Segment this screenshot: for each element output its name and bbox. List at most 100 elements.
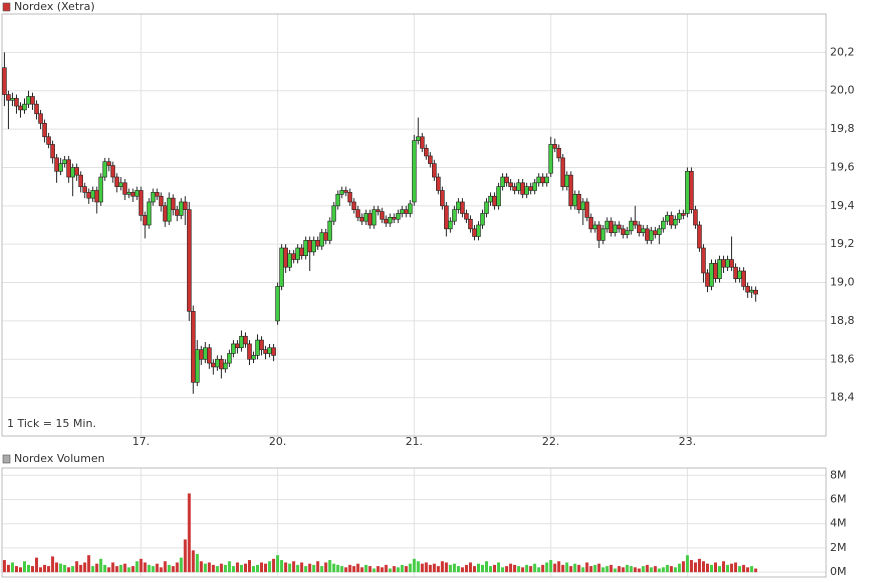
candle-body [18, 105, 23, 111]
y-tick-label: 18,6 [830, 352, 855, 365]
volume-bar [633, 567, 637, 573]
candle-body [22, 103, 27, 111]
candle-body [130, 192, 136, 197]
candle-body [552, 144, 558, 149]
volume-bar [376, 566, 380, 573]
candle-body [612, 224, 618, 233]
candle-body [540, 176, 546, 184]
volume-bar [67, 567, 71, 573]
candle-body [239, 335, 244, 349]
candle-body [355, 209, 361, 218]
volume-bar [43, 564, 47, 573]
x-tick-label: 23. [679, 435, 697, 448]
candle-body [733, 266, 738, 280]
candle-body [632, 220, 638, 226]
volume-bar [316, 561, 320, 573]
candle-body [379, 211, 385, 220]
candle-body [709, 263, 714, 287]
volume-bar [553, 563, 557, 573]
volume-bar [746, 567, 750, 573]
candle-body [488, 195, 493, 203]
candle-body [138, 190, 144, 216]
volume-bar [63, 564, 67, 573]
candle-body [572, 194, 578, 207]
candle-body [415, 136, 421, 141]
volume-bar [404, 566, 408, 573]
volume-bar [171, 566, 175, 573]
volume-bar [191, 550, 195, 573]
candle-body [82, 186, 88, 193]
candle-body [423, 147, 429, 157]
candle-body [30, 96, 35, 105]
candle-body [604, 220, 610, 230]
volume-bar [107, 567, 111, 573]
volume-bar [448, 564, 452, 573]
candle-body [556, 147, 562, 159]
candle-body [620, 228, 626, 235]
candle-body [78, 174, 84, 187]
volume-bar [653, 566, 657, 573]
candle-body [42, 123, 47, 138]
candle-body [283, 247, 288, 268]
volume-bar [31, 566, 35, 573]
candle-body [693, 209, 698, 226]
candle-body [114, 176, 120, 187]
volume-bar [613, 568, 617, 573]
volume-bar [187, 493, 191, 573]
volume-bar [460, 567, 464, 573]
candle-body [665, 215, 670, 222]
candle-body [427, 155, 433, 164]
candle-body [745, 286, 750, 293]
volume-bar [227, 561, 231, 573]
candle-body [371, 209, 377, 226]
candle-body [235, 343, 240, 349]
volume-bar [400, 564, 404, 573]
candle-body [564, 174, 570, 187]
candle-body [480, 213, 485, 226]
legend-swatch [2, 2, 11, 12]
candle-body [681, 213, 686, 216]
volume-bar [123, 563, 127, 573]
volume-bar [203, 563, 207, 573]
volume-bar [505, 566, 509, 573]
volume-bar [103, 564, 107, 573]
volume-bar [243, 563, 247, 573]
candle-body [669, 215, 674, 226]
volume-bar [597, 563, 601, 573]
x-tick-label: 20. [269, 435, 287, 448]
candle-body [154, 192, 160, 197]
x-tick-label: 17. [132, 435, 150, 448]
candle-body [118, 182, 124, 187]
candle-body [202, 347, 208, 360]
candle-body [456, 201, 461, 210]
candle-body [94, 190, 100, 203]
candle-body [343, 190, 349, 193]
volume-bar [352, 566, 356, 573]
candle-body [227, 353, 232, 364]
volume-bar [324, 562, 328, 573]
volume-bar [476, 563, 480, 573]
candle-body [46, 136, 51, 145]
candle-body [339, 190, 345, 195]
y-tick-label: 18,8 [830, 314, 855, 327]
volume-bar [468, 562, 472, 573]
candle-body [512, 186, 517, 191]
volume-bar [292, 561, 296, 573]
candle-body [287, 253, 292, 268]
volume-bar [384, 564, 388, 573]
volume-bar [155, 563, 159, 573]
volume-bar [35, 557, 39, 573]
volume-bar [456, 566, 460, 573]
volume-bar [392, 566, 396, 573]
candle-body [90, 190, 96, 199]
y-tick-label: 0M [830, 565, 847, 578]
volume-bar [47, 566, 51, 573]
volume-bar [501, 567, 505, 573]
volume-bar [573, 563, 577, 573]
volume-bar [10, 562, 14, 573]
candle-body [207, 347, 212, 364]
candle-body [656, 228, 662, 235]
volume-bar [151, 566, 155, 573]
candle-body [504, 176, 509, 184]
volume-bar [356, 563, 360, 573]
